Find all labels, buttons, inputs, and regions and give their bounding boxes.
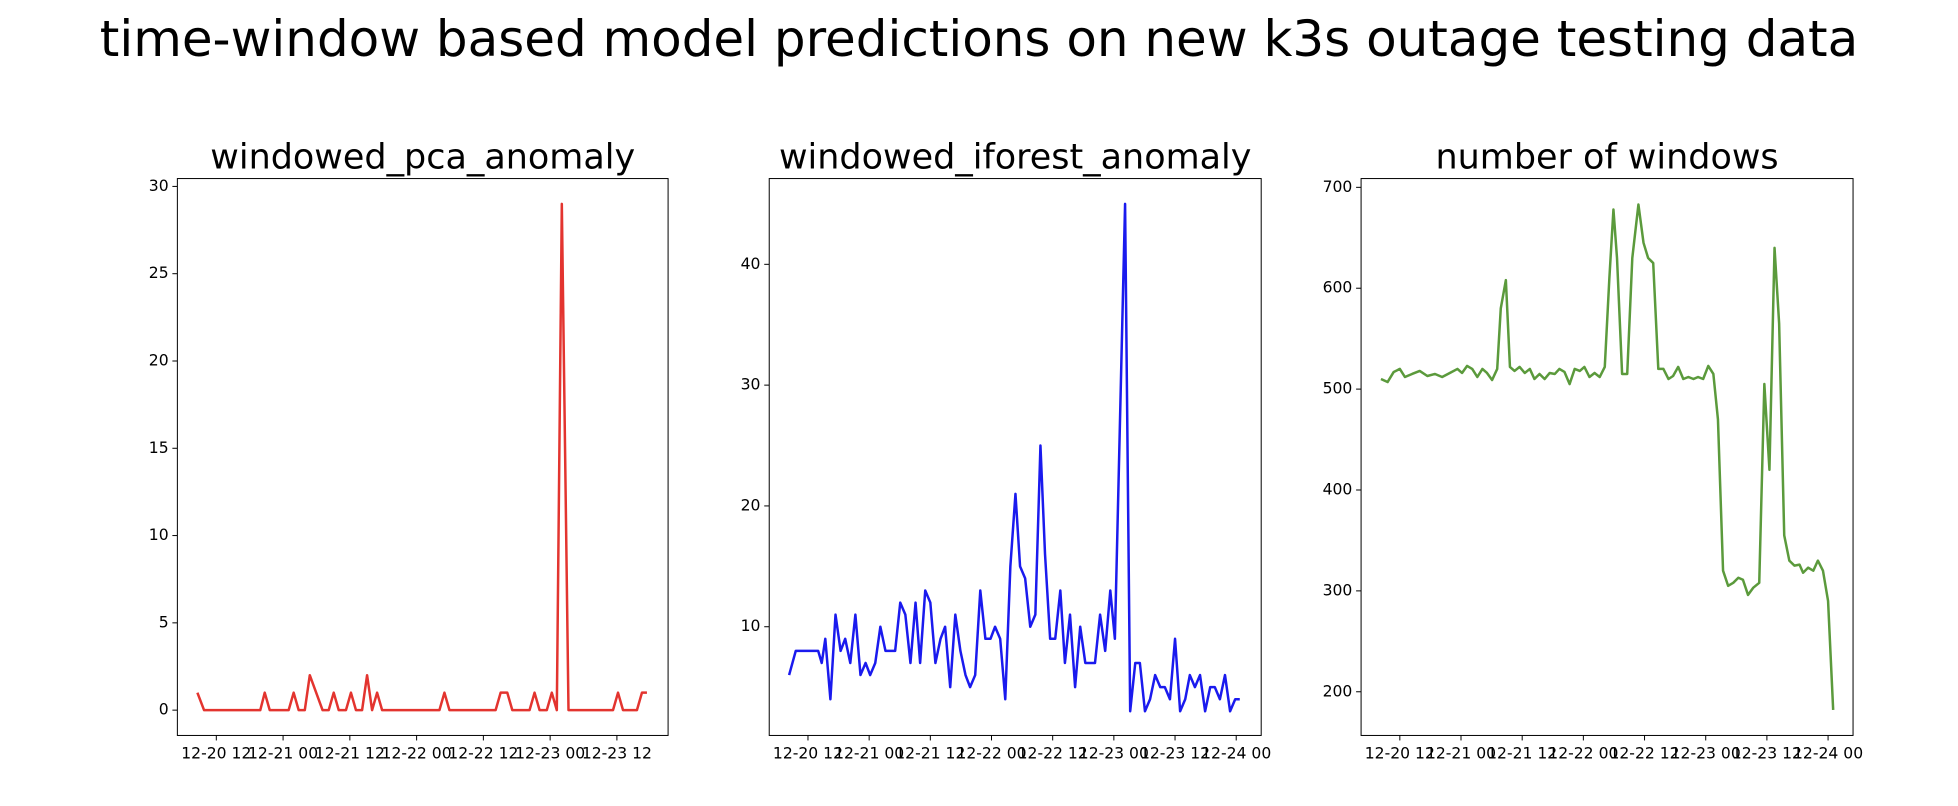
y-tick-label: 300 (1323, 581, 1353, 599)
x-tick-label: 12-20 12 (773, 745, 843, 763)
y-tick-label: 20 (741, 496, 761, 514)
axes-frame (1360, 178, 1854, 736)
x-tick-label: 12-21 00 (1426, 745, 1496, 763)
x-tick-label: 12-20 12 (181, 745, 251, 763)
x-tick-label: 12-23 00 (1671, 745, 1741, 763)
axes-frame (768, 178, 1262, 736)
y-tick-label: 25 (149, 264, 169, 282)
x-tick-label: 12-22 12 (1018, 745, 1088, 763)
data-line (787, 202, 1240, 713)
x-tick-label: 12-23 12 (1140, 745, 1210, 763)
axes-frame (176, 178, 669, 736)
x-tick-label: 12-21 00 (834, 745, 904, 763)
x-tick-label: 12-22 00 (956, 745, 1026, 763)
x-tick-label: 12-22 00 (382, 745, 452, 763)
x-tick-label: 12-24 00 (1201, 745, 1271, 763)
y-tick-label: 20 (149, 351, 169, 369)
x-tick-label: 12-22 12 (1609, 745, 1679, 763)
y-tick-label: 10 (149, 526, 169, 544)
subplot-title: windowed_iforest_anomaly (779, 138, 1252, 178)
x-tick-label: 12-21 12 (895, 745, 965, 763)
x-tick-label: 12-21 12 (315, 745, 385, 763)
y-tick-label: 5 (159, 613, 169, 631)
data-line (196, 202, 647, 712)
x-tick-label: 12-22 00 (1548, 745, 1618, 763)
y-tick-label: 40 (741, 255, 761, 273)
y-tick-label: 500 (1323, 380, 1353, 398)
y-tick-label: 10 (741, 617, 761, 635)
y-tick-label: 15 (149, 439, 169, 457)
y-tick-label: 400 (1323, 480, 1353, 498)
y-tick-label: 0 (159, 701, 169, 719)
data-line (1380, 203, 1835, 710)
subplot-title: number of windows (1435, 138, 1778, 178)
y-tick-label: 30 (149, 177, 169, 195)
x-tick-label: 12-21 12 (1487, 745, 1557, 763)
y-tick-label: 600 (1323, 279, 1353, 297)
x-tick-label: 12-23 00 (515, 745, 585, 763)
x-tick-label: 12-20 12 (1365, 745, 1435, 763)
x-tick-label: 12-23 12 (1732, 745, 1802, 763)
y-tick-label: 200 (1323, 682, 1353, 700)
x-tick-label: 12-22 12 (448, 745, 518, 763)
subplot-title: windowed_pca_anomaly (210, 138, 635, 178)
figure-title: time-window based model predictions on n… (100, 10, 1859, 68)
y-tick-label: 30 (741, 376, 761, 394)
x-tick-label: 12-23 00 (1079, 745, 1149, 763)
x-tick-label: 12-24 00 (1793, 745, 1863, 763)
x-tick-label: 12-23 12 (582, 745, 652, 763)
x-tick-label: 12-21 00 (248, 745, 318, 763)
y-tick-label: 700 (1323, 178, 1353, 196)
